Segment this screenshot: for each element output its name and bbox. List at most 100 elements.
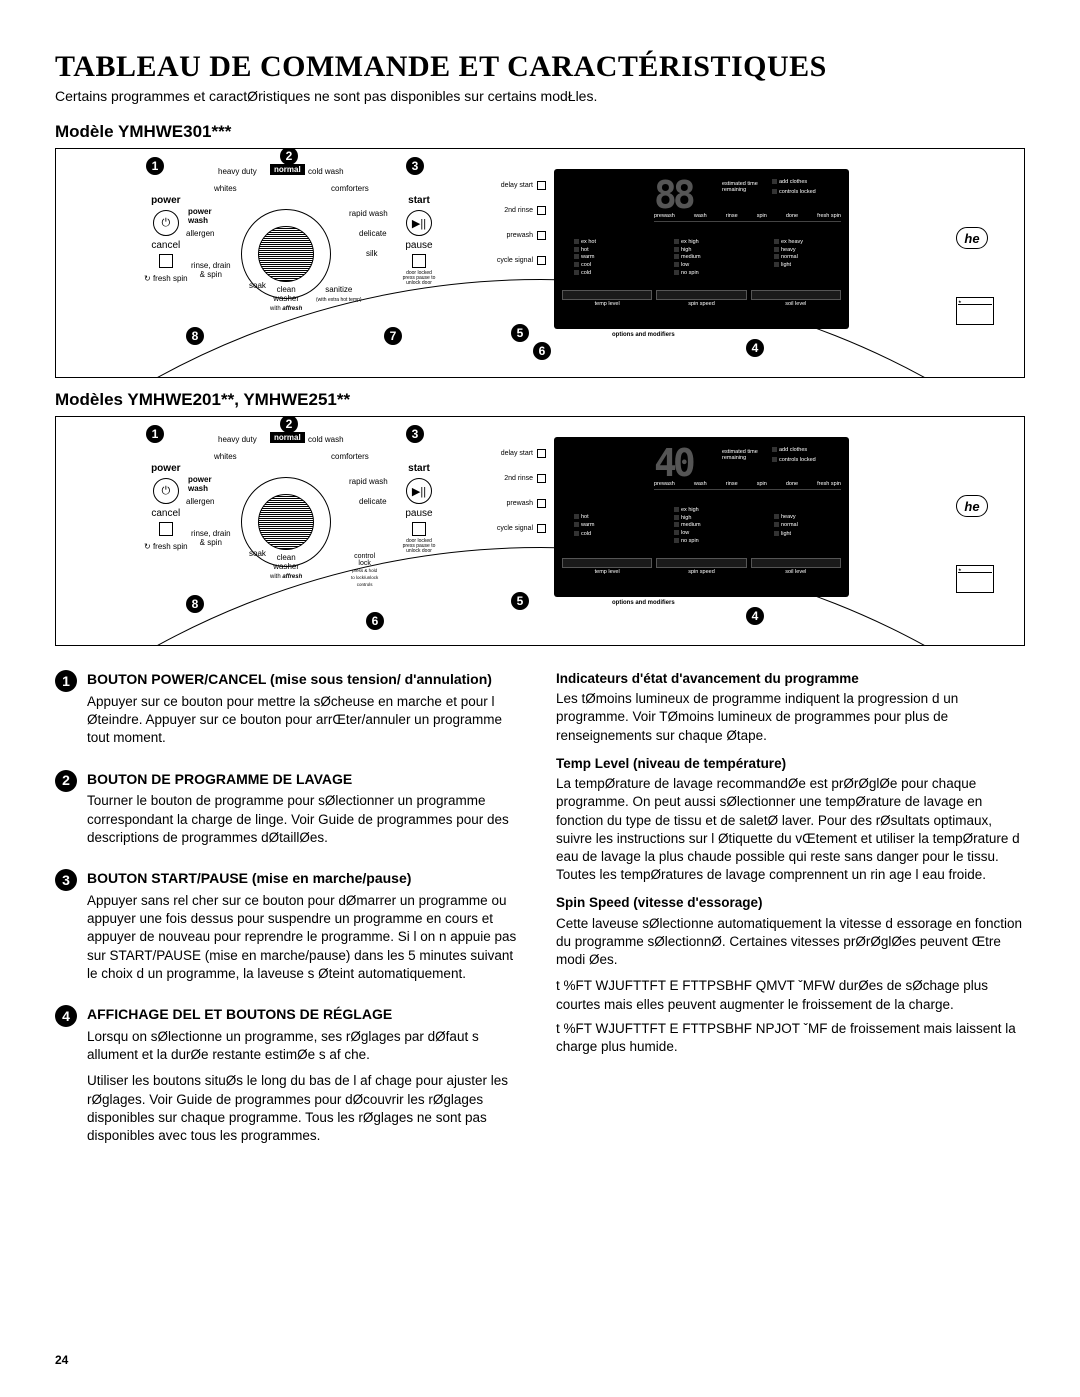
prog-rinse-drain-b: rinse, drain& spin (191, 529, 231, 547)
soil-light: light (781, 262, 791, 268)
spin-nospin: no spin (681, 270, 699, 276)
time-digits: 88 (654, 173, 692, 217)
temp-body: La tempØrature de lavage recommandØe est… (556, 775, 1025, 884)
power-button[interactable]: ⏻ (153, 210, 179, 236)
callout-4: 4 (746, 339, 764, 357)
prog-heavy-duty-b: heavy duty (218, 435, 257, 444)
psi-title: Indicateurs d'état d'avancement du progr… (556, 670, 1025, 688)
section-2-body: Tourner le bouton de programme pour sØle… (87, 792, 524, 847)
start-label: start (400, 195, 438, 206)
second-rinse-button-b[interactable] (537, 474, 546, 483)
prog-cold-wash-b: cold wash (308, 435, 344, 444)
pause-label-b: pause (400, 508, 438, 519)
page-title: TABLEAU DE COMMANDE ET CARACTÉRISTIQUES (55, 50, 1025, 84)
opt-2nd-rinse-b: 2nd rinse (504, 475, 533, 482)
temp-level-label-b: temp level (595, 569, 620, 575)
status-freshspin-b: fresh spin (817, 481, 841, 487)
page-number: 24 (55, 1353, 68, 1367)
psi-body: Les tØmoins lumineux de programme indiqu… (556, 690, 1025, 745)
section-1-body: Appuyer sur ce bouton pour mettre la sØc… (87, 693, 524, 748)
freshspin-label: fresh spin (153, 274, 188, 283)
pause-button-b[interactable] (412, 522, 426, 536)
soil-heavy: heavy (781, 247, 796, 253)
status-wash: wash (694, 213, 707, 219)
options-modifiers-label: options and modifiers (612, 332, 675, 375)
prog-allergen-b: allergen (186, 497, 214, 506)
prog-sanitize: sanitize(with extra hot temp) (316, 285, 362, 303)
prog-soak-b: soak (249, 549, 266, 558)
delay-start-button[interactable] (537, 181, 546, 190)
soil-level-label: soil level (785, 301, 806, 307)
spin-button[interactable] (656, 290, 746, 300)
options-modifiers-label-b: options and modifiers (612, 600, 675, 643)
page-subtitle: Certains programmes et caractØristiques … (55, 88, 1025, 104)
status-done: done (786, 213, 798, 219)
section-2-num: 2 (55, 770, 77, 792)
power-button-b[interactable]: ⏻ (153, 478, 179, 504)
prewash-button[interactable] (537, 231, 546, 240)
spin-medium: medium (681, 254, 701, 260)
opt-delay-start-b: delay start (501, 450, 533, 457)
soil-button-b[interactable] (751, 558, 841, 568)
description-columns: 1 BOUTON POWER/CANCEL (mise sous tension… (55, 670, 1025, 1167)
spin-title: Spin Speed (vitesse d'essorage) (556, 894, 1025, 912)
start-button-b[interactable]: ▶|| (406, 478, 432, 504)
temp-title: Temp Level (niveau de température) (556, 755, 1025, 773)
cycle-signal-button[interactable] (537, 256, 546, 265)
spin-bullet2: t %FT WJUFTTFT E FTTPSBHF NPJOT ˇMF de f… (556, 1020, 1025, 1056)
temp-button[interactable] (562, 290, 652, 300)
spin-speed-label-b: spin speed (688, 569, 715, 575)
status-prewash-b: prewash (654, 481, 675, 487)
status-freshspin: fresh spin (817, 213, 841, 219)
status-done-b: done (786, 481, 798, 487)
temp-cool: cool (581, 262, 591, 268)
freshspin-label-b: fresh spin (153, 542, 188, 551)
soil-normal-b: normal (781, 522, 798, 528)
callout-5b: 5 (511, 592, 529, 610)
left-column: 1 BOUTON POWER/CANCEL (mise sous tension… (55, 670, 524, 1167)
he-badge: he (956, 227, 988, 249)
callout-5: 5 (511, 324, 529, 342)
spin-button-b[interactable] (656, 558, 746, 568)
callout-3b: 3 (406, 425, 424, 443)
section-3-title: BOUTON START/PAUSE (mise en marche/pause… (87, 869, 524, 888)
cycle-signal-button-b[interactable] (537, 524, 546, 533)
display-panel: 88 estimated time remaining add clothes … (554, 169, 849, 329)
callout-2: 2 (280, 148, 298, 165)
add-clothes-label-b: add clothes (779, 447, 807, 453)
display-panel-b: 40 estimated time remaining add clothes … (554, 437, 849, 597)
add-clothes-label: add clothes (779, 179, 807, 185)
power-label-b: power (144, 463, 188, 474)
start-button[interactable]: ▶|| (406, 210, 432, 236)
status-rinse: rinse (726, 213, 738, 219)
callout-8: 8 (186, 327, 204, 345)
pause-button[interactable] (412, 254, 426, 268)
temp-exhot: ex hot (581, 239, 596, 245)
second-rinse-button[interactable] (537, 206, 546, 215)
cancel-button-b[interactable] (159, 522, 173, 536)
controls-locked-label-b: controls locked (779, 457, 816, 463)
prog-comforters: comforters (331, 184, 369, 193)
power-block-b: power ⏻ cancel ↻ fresh spin (144, 463, 188, 551)
est-time-label-b: estimated time remaining (722, 449, 762, 461)
spin-speed-label: spin speed (688, 301, 715, 307)
cancel-button[interactable] (159, 254, 173, 268)
right-column: Indicateurs d'état d'avancement du progr… (556, 670, 1025, 1167)
section-4-body1: Lorsqu on sØlectionne un programme, ses … (87, 1028, 524, 1064)
section-4-title: AFFICHAGE DEL ET BOUTONS DE RÉGLAGE (87, 1005, 524, 1024)
soil-button[interactable] (751, 290, 841, 300)
temp-button-b[interactable] (562, 558, 652, 568)
spin-low-b: low (681, 530, 689, 536)
prog-clean-washer-b: cleanwasherwith affresh (270, 553, 302, 580)
prog-allergen: allergen (186, 229, 214, 238)
status-wash-b: wash (694, 481, 707, 487)
callout-2b: 2 (280, 416, 298, 433)
prog-power-wash-b: powerwash (188, 475, 212, 493)
model-a-label: Modèle YMHWE301*** (55, 122, 1025, 142)
soil-normal: normal (781, 254, 798, 260)
delay-start-button-b[interactable] (537, 449, 546, 458)
prog-rinse-drain: rinse, drain& spin (191, 261, 231, 279)
callout-3: 3 (406, 157, 424, 175)
prewash-button-b[interactable] (537, 499, 546, 508)
section-3-num: 3 (55, 869, 77, 891)
